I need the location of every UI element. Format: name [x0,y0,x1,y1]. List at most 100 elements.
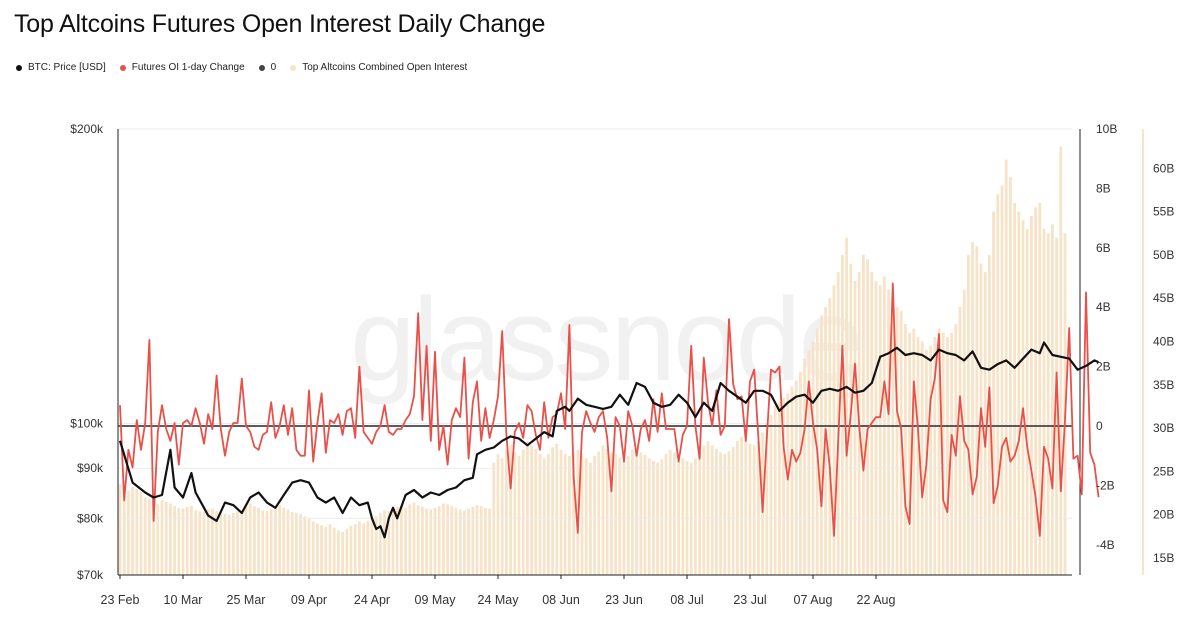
oi-bar [173,506,176,575]
y-left-tick-label: $70k [77,568,104,582]
oi-bar [228,515,231,575]
oi-bar [446,504,449,575]
oi-bar [345,529,348,575]
oi-bar [492,463,495,575]
oi-bar [711,445,714,575]
oi-bar [875,281,878,575]
oi-bar [450,506,453,575]
oi-bar [723,454,726,575]
y-left-tick-label: $200k [70,122,104,136]
oi-bar [186,507,189,575]
oi-bar [555,444,558,575]
oi-bar [904,324,907,575]
oi-bar [1013,203,1016,575]
oi-bar [698,452,701,575]
oi-bar [417,505,420,575]
oi-bar [203,512,206,575]
oi-bar [358,522,361,575]
oi-bar [618,458,621,576]
x-tick-label: 23 Feb [101,593,140,607]
oi-bar [194,510,197,575]
oi-bar [912,329,915,576]
oi-bar [749,444,752,575]
oi-bar [144,497,147,575]
oi-bar [320,525,323,575]
y-right2-tick-label: 15B [1153,551,1174,565]
oi-bar [971,242,974,575]
oi-bar [135,489,138,575]
oi-bar [992,212,995,575]
oi-bar [438,506,441,575]
oi-bar [287,510,290,576]
oi-bar [476,505,479,575]
oi-bar [530,445,533,575]
oi-bar [337,530,340,575]
oi-bar [673,452,676,575]
y-right2-tick-label: 20B [1153,508,1174,522]
oi-bar [828,298,831,575]
oi-bar [660,459,663,575]
x-tick-label: 10 Mar [164,593,203,607]
watermark-text: glassnode [350,274,861,406]
oi-bar [921,342,924,576]
oi-bar [690,463,693,575]
oi-bar [274,507,277,575]
oi-bar [707,441,710,575]
oi-bar [207,510,210,576]
oi-bar [812,342,815,576]
oi-bar [627,456,630,575]
oi-bar [1059,147,1062,575]
y-left-tick-label: $80k [77,511,104,525]
oi-bar [324,527,327,575]
oi-bar [656,463,659,575]
oi-bar [198,511,201,575]
oi-bar [648,458,651,575]
oi-bar [786,394,789,576]
oi-bar [1001,186,1004,575]
oi-bar [480,506,483,575]
oi-bar [967,255,970,575]
oi-bar [371,519,374,575]
y-right2-tick-label: 60B [1153,161,1174,175]
oi-bar [866,259,869,575]
oi-bar [736,441,739,575]
oi-bar [799,372,802,575]
oi-bar [1026,229,1029,575]
oi-bar [123,493,126,575]
oi-bar [224,514,227,575]
y-right2-tick-label: 30B [1153,421,1174,435]
oi-bar [421,507,424,575]
oi-bar [887,290,890,576]
y-right-tick-label: 6B [1096,241,1111,255]
oi-bar [644,455,647,575]
oi-bar [341,532,344,575]
oi-bar [975,246,978,575]
oi-bar [593,456,596,575]
oi-bar [366,521,369,575]
oi-bar [803,359,806,575]
oi-bar [308,519,311,575]
oi-bar [539,454,542,575]
oi-bar [854,281,857,575]
oi-bar [236,511,239,575]
oi-bar [429,510,432,576]
oi-bar [518,456,521,575]
oi-bar [547,454,550,575]
y-left-tick-label: $100k [70,417,104,431]
oi-bar [329,524,332,575]
oi-bar [400,506,403,575]
oi-bar [362,523,365,575]
y-right-tick-label: 0 [1096,419,1103,433]
oi-bar [526,441,529,575]
oi-bar [568,456,571,575]
oi-bar [165,502,168,575]
oi-bar [392,510,395,576]
oi-bar [543,458,546,575]
oi-bar [245,506,248,575]
oi-bar [261,510,264,575]
x-tick-label: 23 Jul [733,593,766,607]
oi-bar [312,522,315,575]
oi-bar [413,503,416,575]
oi-bar [845,238,848,575]
